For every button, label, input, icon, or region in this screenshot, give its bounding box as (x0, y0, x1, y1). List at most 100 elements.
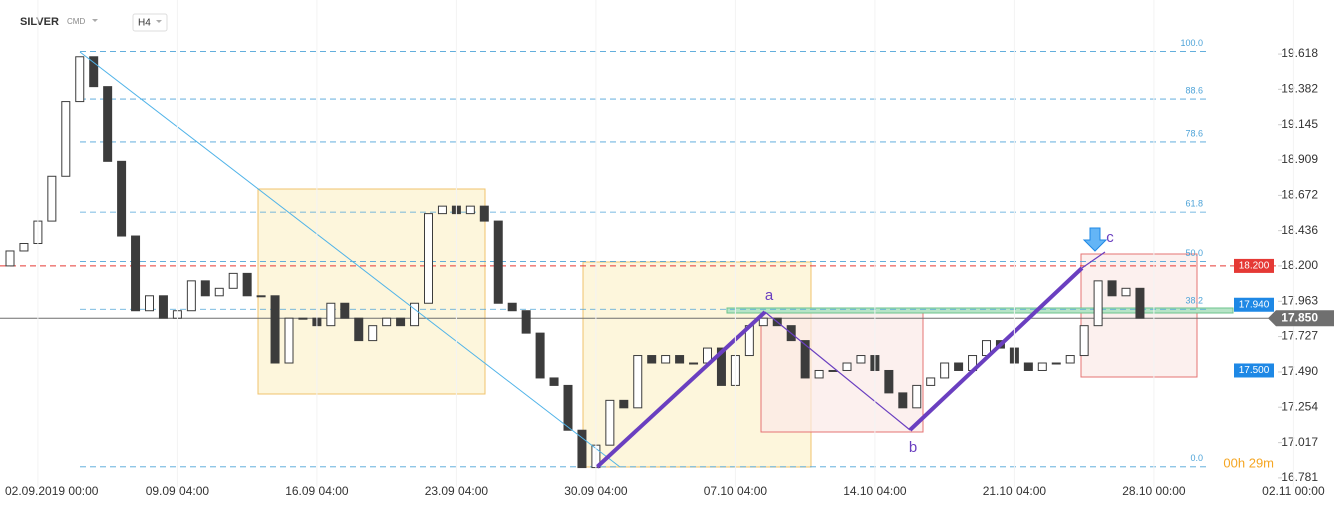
dropdown-icon[interactable] (156, 20, 162, 23)
candle (228, 272, 238, 289)
x-tick-label: 16.09 04:00 (285, 484, 349, 498)
candle (200, 280, 210, 297)
y-tick-label: 19.382 (1281, 82, 1318, 96)
symbol-type[interactable]: CMD (67, 17, 85, 26)
fib-label: 38.2 (1185, 296, 1203, 306)
candle (689, 362, 699, 365)
candle (661, 355, 671, 364)
candle (131, 235, 141, 312)
candle (410, 302, 420, 327)
candle (117, 160, 127, 237)
timeframe-button[interactable] (132, 13, 168, 32)
trend-line (79, 51, 621, 468)
y-tick-label: 18.436 (1281, 223, 1318, 237)
candle (75, 56, 85, 103)
price-tag (1268, 310, 1334, 327)
candle (354, 317, 364, 342)
candle (396, 317, 406, 327)
x-tick-label: 30.09 04:00 (564, 484, 628, 498)
price-tag (1234, 258, 1274, 273)
candle (535, 332, 545, 379)
candle (898, 392, 908, 409)
candle (424, 213, 433, 304)
y-tick-label: 17.727 (1281, 329, 1318, 343)
candle (284, 317, 294, 364)
candle (577, 429, 587, 469)
candle (716, 347, 726, 386)
candle (884, 369, 894, 394)
candle (926, 377, 936, 386)
y-tick-label: 17.963 (1281, 293, 1318, 307)
wave (908, 266, 1084, 432)
candle (368, 325, 378, 342)
candle (242, 272, 252, 297)
candle (1037, 362, 1047, 371)
y-tick-label: 18.200 (1281, 258, 1318, 272)
wave-label: a (765, 287, 774, 304)
price-tags: 18.200 17.940 17.500 17.850 (1234, 258, 1334, 378)
y-tick-label: 17.017 (1281, 435, 1318, 449)
price-tag-label: 17.850 (1281, 310, 1318, 324)
y-tick-label: 19.145 (1281, 117, 1318, 131)
y-tick-label: 16.781 (1281, 470, 1318, 484)
x-tick-label: 02.09.2019 00:00 (5, 484, 99, 498)
symbol: SILVER (20, 16, 59, 28)
x-tick-label: 02.11 00:00 (1262, 484, 1325, 498)
wave (764, 311, 911, 431)
candle (828, 369, 838, 372)
candle (1023, 362, 1033, 371)
candle (5, 250, 15, 267)
wave-label: b (909, 439, 917, 456)
box (760, 311, 924, 433)
candle (912, 384, 922, 409)
candle (758, 317, 768, 327)
candle (521, 310, 531, 334)
x-tick-label: 23.09 04:00 (425, 484, 489, 498)
axes: 19.618 19.382 19.145 18.909 18.672 18.436 18.2… (5, 0, 1325, 498)
candle (89, 56, 99, 88)
price-tag-label: 18.200 (1239, 261, 1270, 272)
candle (270, 295, 280, 364)
candle (1107, 280, 1117, 297)
y-tick-label: 17.490 (1281, 364, 1318, 378)
candle (186, 280, 196, 312)
candle (1079, 325, 1089, 357)
fib-label: 88.6 (1185, 85, 1203, 95)
y-tick-label: 19.618 (1281, 46, 1318, 60)
price-tag (1234, 363, 1274, 378)
countdown: 00h 29m (1223, 455, 1274, 470)
candle (61, 101, 71, 177)
candle (563, 384, 573, 431)
candle (158, 295, 168, 319)
candle (493, 220, 503, 304)
fib-label: 50.0 (1185, 248, 1203, 258)
candle (675, 355, 685, 364)
price-tag (1234, 297, 1274, 312)
candle (465, 205, 475, 215)
timeframe[interactable]: H4 (138, 18, 151, 29)
candle (47, 175, 57, 222)
candle (298, 317, 308, 320)
candle (1065, 355, 1075, 364)
x-tick-label: 28.10 00:00 (1122, 484, 1186, 498)
dropdown-icon[interactable] (92, 19, 98, 22)
candle (19, 243, 29, 252)
x-tick-label: 07.10 04:00 (704, 484, 768, 498)
candle (954, 362, 964, 371)
y-tick-label: 17.254 (1281, 399, 1318, 413)
candle (1093, 280, 1103, 327)
fib-label: 78.6 (1185, 128, 1203, 138)
y-tick-label: 18.672 (1281, 188, 1318, 202)
candle (145, 295, 154, 312)
candle (103, 86, 113, 162)
fib-label: 0.0 (1190, 453, 1203, 463)
x-tick-label: 21.10 04:00 (983, 484, 1047, 498)
candles (5, 56, 1145, 469)
candle (437, 205, 447, 215)
price-tag-label: 17.940 (1239, 299, 1270, 310)
candle (940, 362, 950, 379)
candle (800, 340, 810, 379)
arrow (1082, 227, 1108, 252)
